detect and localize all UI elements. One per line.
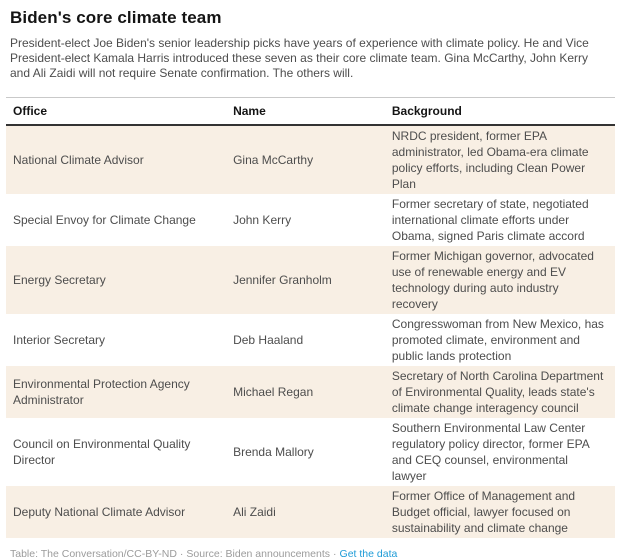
column-header-office: Office [6,97,227,126]
table-row: Special Envoy for Climate Change John Ker… [6,194,615,246]
background-cell: Congresswoman from New Mexico, has promo… [391,317,604,363]
office-cell: Environmental Protection Agency Administ… [13,377,190,407]
get-data-link[interactable]: Get the data [339,548,398,560]
table-header-row: Office Name Background [6,97,615,126]
name-cell: Gina McCarthy [233,153,314,167]
name-cell: John Kerry [233,213,292,227]
attribution-footer: Table: The Conversation/CC-BY-ND · Source:… [10,548,612,560]
name-cell: Brenda Mallory [233,445,314,459]
background-cell: Former secretary of state, negotiated in… [391,197,589,243]
background-cell: Secretary of North Carolina Department o… [391,369,604,415]
table-row: Environmental Protection Agency Administ… [6,366,615,418]
background-cell: Southern Environmental Law Center regula… [391,421,590,483]
column-header-background: Background [384,97,615,126]
background-cell: Former Michigan governor, advocated use … [391,249,594,311]
office-cell: National Climate Advisor [13,153,144,167]
footer-separator: · [179,548,184,560]
background-cell: Former Office of Management and Budget o… [391,489,576,535]
name-cell: Michael Regan [233,385,314,399]
page-title: Biden's core climate team [10,8,222,27]
name-cell: Ali Zaidi [233,505,276,519]
data-table: Office Name Background National Climate … [6,97,615,538]
table-row: Energy Secretary Jennifer Granholm Former … [6,246,615,314]
table-body: National Climate Advisor Gina McCarthy NRD… [6,125,615,538]
office-cell: Deputy National Climate Advisor [13,505,186,519]
table-row: National Climate Advisor Gina McCarthy NRD… [6,125,615,194]
table-description: President-elect Joe Biden's senior leade… [10,36,589,80]
office-cell: Interior Secretary [13,333,106,347]
office-cell: Special Envoy for Climate Change [13,213,196,227]
name-cell: Jennifer Granholm [233,273,332,287]
source-text: Source: Biden announcements [186,548,331,560]
attribution-text: Table: The Conversation/CC-BY-ND [10,548,177,560]
footer-separator: · [333,548,337,560]
office-cell: Energy Secretary [13,273,106,287]
table-row: Interior Secretary Deb Haaland Congresswom… [6,314,615,366]
name-cell: Deb Haaland [233,333,304,347]
table-row: Council on Environmental Quality Directo… [6,418,615,486]
office-cell: Council on Environmental Quality Directo… [13,437,191,467]
background-cell: NRDC president, former EPA administrator… [391,129,589,191]
column-header-name: Name [226,97,385,126]
table-row: Deputy National Climate Advisor Ali Zaidi… [6,486,615,538]
